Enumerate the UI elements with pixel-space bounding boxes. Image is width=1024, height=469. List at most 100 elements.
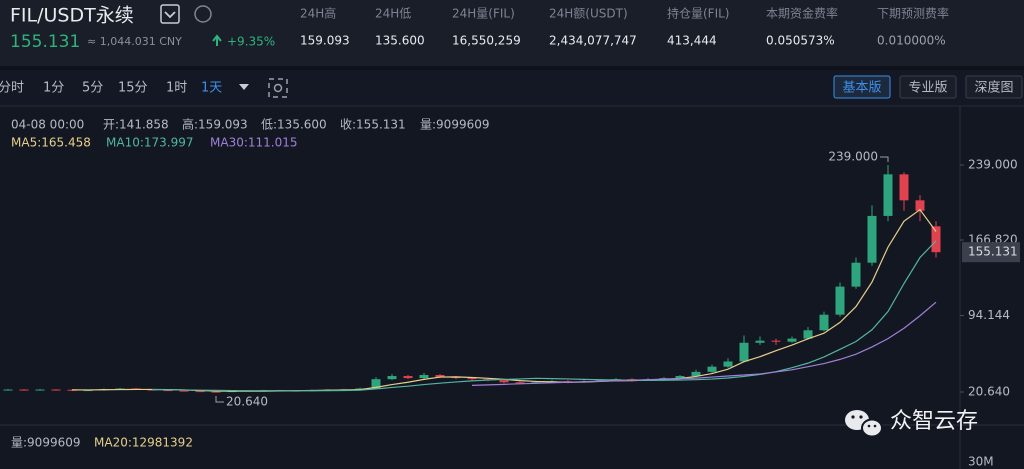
y-tick-label: 239.000 — [968, 157, 1018, 171]
stat-label: 24H量(FIL) — [452, 7, 515, 21]
version-button[interactable] — [965, 75, 1023, 99]
more-intervals[interactable] — [239, 84, 249, 90]
stat-value: 413,444 — [667, 34, 717, 48]
ma-line — [151, 240, 937, 392]
version-label[interactable]: 基本版 — [842, 81, 881, 96]
last-price-tag — [962, 242, 1020, 263]
legend-entry: MA10:173.997 — [106, 136, 194, 150]
candle-body — [515, 382, 525, 384]
candle-body — [451, 377, 461, 379]
version-button[interactable] — [899, 75, 957, 99]
stat-value: 159.093 — [300, 34, 350, 48]
candle-body — [467, 378, 477, 380]
interval-tab[interactable]: 分时 — [0, 81, 24, 96]
candle-field: 收:155.131 — [340, 118, 406, 132]
watermark-icon — [845, 410, 883, 438]
candle-body — [851, 262, 861, 287]
candle-body — [499, 380, 509, 383]
candle-body — [787, 338, 797, 342]
candle-body — [675, 376, 685, 379]
candle-body — [387, 376, 397, 380]
candle-body — [931, 226, 941, 253]
candle-body — [803, 330, 813, 339]
symbol[interactable]: FIL/USDT永续 — [10, 5, 134, 27]
stat-label: 本期资金费率 — [766, 6, 838, 21]
version-label[interactable]: 深度图 — [974, 80, 1013, 96]
candle-body — [35, 389, 45, 391]
candle-body — [211, 391, 221, 393]
candle-field: 开:141.858 — [103, 118, 169, 132]
candle-field: 低:135.600 — [261, 118, 327, 132]
screenshot-icon[interactable] — [268, 78, 288, 98]
candle-body — [707, 366, 717, 372]
up-arrow — [212, 34, 222, 46]
watermark: 众智云存 — [890, 409, 978, 434]
candle-body — [867, 215, 877, 263]
last-price-label: 155.131 — [968, 245, 1018, 259]
candle-body — [163, 390, 173, 392]
candle-body — [819, 314, 829, 331]
version-button[interactable] — [833, 75, 891, 99]
volume-axis-label: 30M — [968, 455, 994, 469]
min-label: 20.640 — [226, 394, 268, 408]
candle-body — [883, 174, 893, 216]
dropdown-icon — [164, 11, 176, 19]
candle-field: 量:9099609 — [420, 118, 490, 132]
interval-tab[interactable]: 1时 — [166, 81, 187, 96]
volume-field: 量:9099609 — [11, 436, 81, 450]
candle-body — [403, 376, 413, 379]
stat-value: 16,550,259 — [452, 34, 521, 48]
candle-body — [51, 389, 61, 391]
stat-label: 24H额(USDT) — [549, 7, 628, 21]
min-pointer — [215, 395, 224, 403]
stat-value: 2,434,077,747 — [549, 34, 637, 48]
stat-label: 24H低 — [375, 7, 411, 21]
cny-price: ≈ 1,044.031 CNY — [87, 35, 182, 48]
stat-label: 持仓量(FIL) — [667, 6, 730, 21]
volume-field: MA20:12981392 — [94, 436, 193, 450]
candle-body — [19, 389, 29, 391]
candle-body — [723, 361, 733, 367]
y-tick-label: 94.144 — [968, 308, 1010, 322]
candle-body — [899, 174, 909, 201]
candle-body — [755, 340, 765, 343]
interval-tab[interactable]: 5分 — [82, 81, 103, 96]
stat-value: 0.050573% — [766, 34, 835, 48]
candle-body — [83, 390, 93, 392]
interval-tab[interactable]: 1分 — [43, 81, 64, 96]
interval-tab[interactable]: 15分 — [118, 81, 148, 96]
candle-body — [739, 342, 749, 362]
screenshot-lens — [273, 83, 283, 93]
legend-entry: MA5:165.458 — [11, 136, 91, 150]
change: +9.35% — [227, 35, 275, 49]
max-label: 239.000 — [828, 149, 878, 163]
candle-body — [915, 200, 925, 211]
y-tick-label: 20.640 — [968, 384, 1010, 398]
stat-value: 0.010000% — [877, 34, 946, 48]
ma-line — [471, 301, 937, 386]
candle-body — [691, 371, 701, 377]
candle-body — [771, 340, 781, 342]
legend-entry: MA30:111.015 — [210, 136, 298, 150]
candle-date: 04-08 00:00 — [11, 118, 84, 132]
candle-body — [835, 286, 845, 315]
candle-body — [371, 379, 381, 389]
last-price: 155.131 — [10, 32, 80, 52]
stat-value: 135.600 — [375, 34, 425, 48]
compass-icon[interactable] — [194, 5, 212, 23]
candle-body — [195, 391, 205, 393]
candle-body — [3, 389, 13, 391]
candle-field: 高:159.093 — [182, 117, 248, 132]
compass-needle — [199, 10, 207, 18]
divider — [0, 66, 1024, 70]
version-label[interactable]: 专业版 — [908, 81, 947, 96]
dropdown-box[interactable] — [160, 4, 180, 24]
candle-body — [179, 390, 189, 392]
header-bg — [0, 0, 1024, 66]
interval-tab[interactable]: 1天 — [201, 81, 222, 96]
stat-label: 24H高 — [300, 6, 336, 21]
stat-label: 下期预测费率 — [877, 6, 949, 21]
max-pointer — [880, 156, 889, 162]
